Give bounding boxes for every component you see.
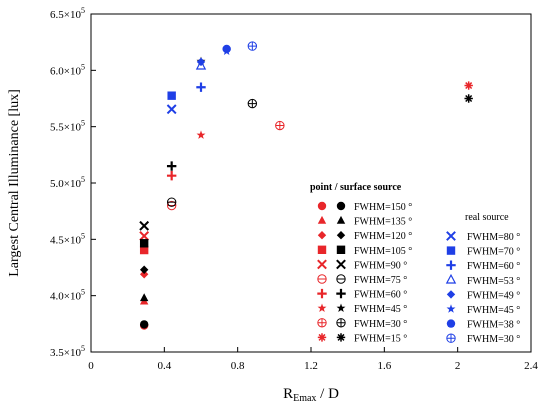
x-tick-label: 2	[455, 360, 461, 372]
data-point	[464, 81, 473, 90]
y-tick-label: 4.5×105	[50, 231, 85, 246]
legend-marker	[446, 231, 456, 241]
legend-label: FWHM=60 °	[354, 290, 407, 301]
x-axis-label-subscript: Emax	[293, 393, 316, 404]
legend-marker	[446, 304, 456, 313]
data-point	[166, 197, 177, 207]
legend-marker	[317, 288, 327, 299]
data-point	[196, 130, 206, 139]
y-tick-label: 3.5×105	[50, 344, 85, 359]
legend-marker	[336, 318, 346, 328]
legend-label: FWHM=15 °	[354, 333, 407, 344]
legend-marker	[446, 290, 456, 299]
data-point	[166, 161, 177, 171]
data-point	[139, 231, 150, 241]
legend-marker	[446, 246, 456, 255]
legend-label: FWHM=75 °	[354, 275, 407, 286]
data-point	[166, 170, 177, 181]
data-point	[464, 94, 473, 103]
x-axis-label-main: R	[283, 386, 293, 402]
x-tick-label: 1.2	[304, 360, 318, 372]
legend-marker	[445, 273, 457, 284]
legend: FWHM=150 ° FWHM=135 ° FWHM=120 ° FWHM=105 °…	[317, 201, 520, 345]
data-point	[139, 320, 149, 329]
legend-label: FWHM=38 °	[467, 320, 520, 331]
data-point	[222, 44, 231, 54]
legend-label: FWHM=120 °	[354, 231, 412, 242]
legend-marker	[336, 274, 346, 284]
legend-marker	[317, 245, 327, 254]
data-point	[139, 293, 149, 302]
legend-label: FWHM=105 °	[354, 246, 412, 257]
x-tick-label: 0	[88, 360, 94, 372]
data-point	[195, 59, 207, 70]
legend-marker	[317, 303, 327, 312]
legend-label: FWHM=30 °	[467, 334, 520, 345]
legend-label: FWHM=45 °	[354, 304, 407, 315]
data-point	[139, 245, 149, 255]
legend-label: FWHM=70 °	[467, 247, 520, 258]
legend-label: FWHM=53 °	[467, 276, 520, 287]
legend-marker	[446, 319, 456, 328]
legend-marker	[446, 260, 456, 270]
data-point	[275, 120, 285, 131]
legend-label: FWHM=45 °	[467, 305, 520, 316]
y-tick-label: 6.0×105	[50, 62, 85, 77]
legend-label: FWHM=80 °	[467, 232, 520, 243]
legend-label: FWHM=90 °	[354, 260, 407, 271]
legend-marker	[317, 215, 327, 224]
y-tick-label: 4.0×105	[50, 288, 85, 303]
data-point	[247, 98, 258, 109]
legend-label: FWHM=30 °	[354, 319, 407, 330]
legend-label: FWHM=60 °	[467, 261, 520, 272]
y-axis-ticks: 3.5×105 4.0×105 4.5×105 5.0×105 5.5×105 6.0×1…	[50, 6, 96, 359]
legend-label: FWHM=135 °	[354, 217, 412, 228]
legend-marker	[317, 333, 327, 342]
legend-marker	[336, 288, 346, 299]
x-axis-label-rest: / D	[316, 386, 339, 402]
data-point	[139, 270, 149, 279]
legend-marker	[336, 303, 346, 312]
legend-marker	[336, 259, 346, 270]
data-point	[166, 104, 177, 115]
legend-marker	[336, 201, 346, 211]
legend-marker	[336, 231, 346, 240]
x-axis-label: REmax / D	[283, 386, 339, 404]
legend-marker	[317, 318, 327, 328]
data-point	[139, 220, 150, 231]
legend-marker	[317, 231, 327, 240]
x-tick-label: 2.4	[524, 360, 538, 372]
x-tick-label: 1.6	[377, 360, 391, 372]
x-tick-label: 0.4	[157, 360, 171, 372]
x-axis-ticks: 0 0.4 0.8 1.2 1.6 2 2.4	[88, 347, 538, 372]
legend-marker	[317, 274, 327, 284]
legend-left-title: point / surface source	[310, 182, 402, 193]
legend-marker	[336, 333, 346, 342]
legend-right-title: real source	[465, 212, 509, 223]
data-point	[247, 41, 258, 51]
legend-marker	[446, 333, 456, 343]
data-point	[196, 82, 206, 92]
y-tick-label: 6.5×105	[50, 6, 85, 21]
data-points	[139, 41, 473, 330]
legend-marker	[317, 201, 327, 211]
x-tick-label: 0.8	[231, 360, 245, 372]
data-point	[139, 265, 149, 274]
y-tick-label: 5.5×105	[50, 119, 85, 134]
data-point	[196, 57, 206, 67]
legend-marker	[336, 215, 346, 224]
legend-marker	[317, 259, 327, 270]
y-axis-label: Largest Central Illuminance [lux]	[7, 89, 22, 277]
legend-marker	[336, 245, 346, 254]
y-tick-label: 5.0×105	[50, 175, 85, 190]
legend-label: FWHM=49 °	[467, 290, 520, 301]
data-point	[167, 91, 176, 100]
legend-label: FWHM=150 °	[354, 202, 412, 213]
data-point	[139, 239, 149, 248]
